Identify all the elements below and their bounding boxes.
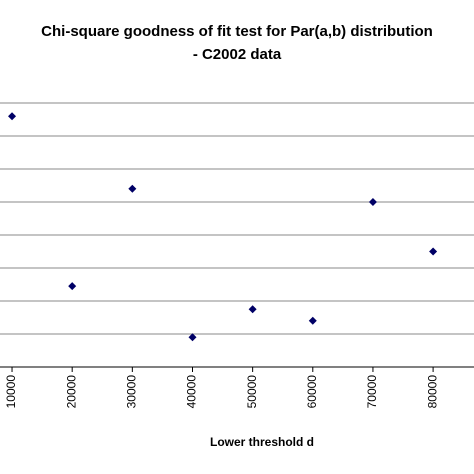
point [128, 184, 137, 193]
x-tick-label: 10000 [4, 375, 18, 409]
point [188, 333, 197, 342]
x-tick-label: 60000 [305, 375, 319, 409]
x-tick-label: 70000 [365, 375, 379, 409]
chart-title: - C2002 data [193, 46, 282, 63]
x-axis-title: Lower threshold d [210, 435, 314, 449]
point [368, 198, 377, 206]
x-tick-label: 80000 [425, 375, 439, 409]
x-tick-label: 20000 [64, 375, 78, 409]
point [429, 247, 438, 256]
point [68, 282, 77, 291]
x-tick-label: 40000 [185, 375, 199, 409]
point [8, 112, 17, 121]
x-tick-label: 50000 [245, 375, 259, 409]
chart-title: Chi-square goodness of fit test for Par(… [41, 23, 433, 40]
point [308, 316, 317, 325]
point [248, 305, 257, 314]
x-tick-label: 30000 [125, 375, 139, 409]
